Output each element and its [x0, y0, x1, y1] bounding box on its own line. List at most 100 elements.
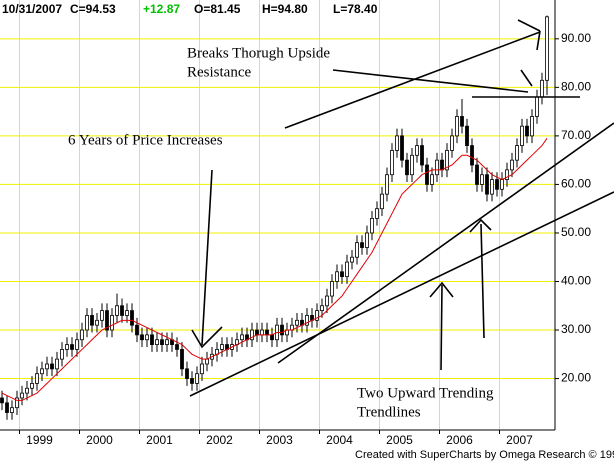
- candle-body: [265, 329, 269, 336]
- annotation-line: [480, 223, 485, 339]
- candle-body: [115, 305, 119, 316]
- annotation-arrow: [469, 218, 492, 233]
- candle-body: [105, 310, 109, 331]
- candle-body: [15, 397, 19, 409]
- candle-body: [130, 310, 134, 326]
- header-change: +12.87: [143, 2, 180, 16]
- candle-body: [85, 315, 89, 331]
- candle-body: [50, 363, 54, 370]
- candle-body: [540, 79, 544, 98]
- candle-body: [345, 261, 349, 278]
- candle-body: [475, 164, 479, 185]
- x-tick-label: 2007: [506, 433, 533, 447]
- annotation-arrow: [429, 281, 454, 298]
- candle-body: [410, 154, 414, 176]
- y-tick-label: 90.00: [561, 31, 591, 45]
- candle-body: [390, 150, 394, 176]
- candle-body: [465, 125, 469, 146]
- candle-body: [165, 339, 169, 345]
- candle-body: [295, 319, 299, 326]
- candle-body: [160, 339, 164, 345]
- y-tick-label: 50.00: [561, 225, 591, 239]
- candle-body: [175, 344, 179, 350]
- candle-body: [365, 232, 369, 248]
- candle-body: [470, 145, 474, 166]
- candle-body: [455, 116, 459, 137]
- grid: [0, 0, 555, 430]
- candle-body: [40, 368, 44, 375]
- candle-body: [425, 164, 429, 185]
- annotation-line: [517, 19, 541, 32]
- candle-body: [255, 329, 259, 336]
- candle-body: [340, 271, 344, 278]
- candle-body: [65, 344, 69, 350]
- candle-body: [190, 378, 194, 384]
- y-tick-label: 20.00: [561, 371, 591, 385]
- candle-body: [100, 310, 104, 321]
- y-tick-label: 30.00: [561, 322, 591, 336]
- candle-body: [445, 150, 449, 171]
- candle-body: [495, 179, 499, 190]
- candle-body: [535, 96, 539, 117]
- y-tick-label: 60.00: [561, 177, 591, 191]
- candle-body: [240, 334, 244, 341]
- annotation: Trendlines: [357, 404, 421, 420]
- annotation-line: [284, 31, 541, 129]
- candle-body: [135, 324, 139, 336]
- candle-body: [10, 407, 14, 413]
- candle-body: [75, 339, 79, 350]
- candle-body: [385, 174, 389, 195]
- candle-body: [515, 145, 519, 161]
- annotation-lines: [189, 19, 614, 397]
- candle-body: [80, 329, 84, 341]
- annotation-arrow: [191, 326, 223, 349]
- x-tick-label: 2002: [206, 433, 233, 447]
- candle-body: [35, 373, 39, 384]
- header-close: C=94.53: [70, 2, 116, 16]
- candle-body: [545, 16, 549, 81]
- candle-body: [220, 344, 224, 350]
- candle-body: [460, 116, 464, 127]
- annotation-line: [201, 169, 213, 346]
- candle-body: [25, 387, 29, 394]
- y-tick-label: 80.00: [561, 80, 591, 94]
- header-date: 10/31/2007: [2, 2, 62, 16]
- candles: [0, 15, 549, 420]
- candle-body: [5, 402, 9, 413]
- candle-body: [30, 383, 34, 389]
- annotation: 6 Years of Price Increases: [68, 132, 223, 148]
- candle-body: [150, 334, 154, 345]
- candle-body: [55, 358, 59, 370]
- candle-body: [270, 334, 274, 341]
- candle-body: [0, 397, 4, 404]
- candle-body: [500, 179, 504, 190]
- candle-body: [480, 174, 484, 185]
- candle-body: [325, 295, 329, 307]
- candle-body: [280, 324, 284, 336]
- header-low: L=78.40: [333, 2, 378, 16]
- candle-body: [155, 339, 159, 345]
- candle-body: [375, 208, 379, 219]
- annotation-line: [536, 30, 541, 51]
- candle-body: [250, 329, 254, 341]
- candle-body: [395, 135, 399, 151]
- x-tick-label: 2006: [446, 433, 473, 447]
- candle-body: [95, 319, 99, 326]
- candle-body: [360, 242, 364, 248]
- candle-body: [380, 193, 384, 210]
- x-tick-label: 2000: [86, 433, 113, 447]
- candle-body: [260, 329, 264, 336]
- candle-body: [525, 125, 529, 137]
- trendline: [277, 122, 614, 364]
- candle-body: [530, 116, 534, 137]
- candle-body: [205, 358, 209, 365]
- candle-body: [490, 179, 494, 195]
- x-tick-label: 2004: [326, 433, 353, 447]
- header-high: H=94.80: [262, 2, 308, 16]
- moving-average: [1, 138, 548, 401]
- x-tick-label: 2001: [146, 433, 173, 447]
- candle-body: [70, 344, 74, 350]
- annotation-line: [332, 69, 529, 93]
